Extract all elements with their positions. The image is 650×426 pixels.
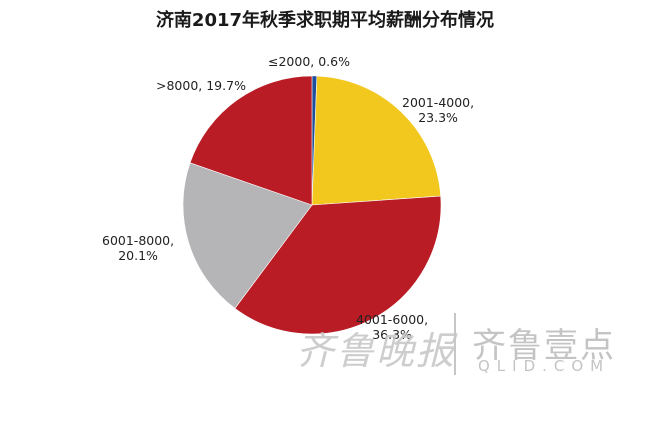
watermark-url: QLID.COM <box>478 357 611 375</box>
label-gt8000: >8000, 19.7% <box>156 78 246 93</box>
label-le2000: ≤2000, 0.6% <box>268 54 350 69</box>
label-6001-8000: 6001-8000, 20.1% <box>102 233 174 263</box>
label-value: 36.3% <box>372 327 412 342</box>
pie-slice--8000 <box>189 75 313 206</box>
pie-slices <box>182 75 442 335</box>
label-2001-4000: 2001-4000, 23.3% <box>402 95 474 125</box>
watermark-divider <box>454 313 456 375</box>
pie-slice-6001-8000 <box>182 162 313 309</box>
label-value: 20.1% <box>118 248 158 263</box>
label-4001-6000: 4001-6000, 36.3% <box>356 312 428 342</box>
label-value: 23.3% <box>418 110 458 125</box>
watermark-qilu-evening-news: 齐鲁晚报 <box>296 329 457 373</box>
chart-title: 济南2017年秋季求职期平均薪酬分布情况 <box>155 10 495 31</box>
watermark-qilu-yidian: 齐鲁壹点 <box>472 326 616 366</box>
label-text: 6001-8000, <box>102 233 175 248</box>
label-text: 4001-6000, <box>356 312 429 327</box>
pie-slice-2001-4000 <box>311 75 442 206</box>
pie-slice-4001-6000 <box>234 195 442 335</box>
label-text: 2001-4000, <box>402 95 475 110</box>
